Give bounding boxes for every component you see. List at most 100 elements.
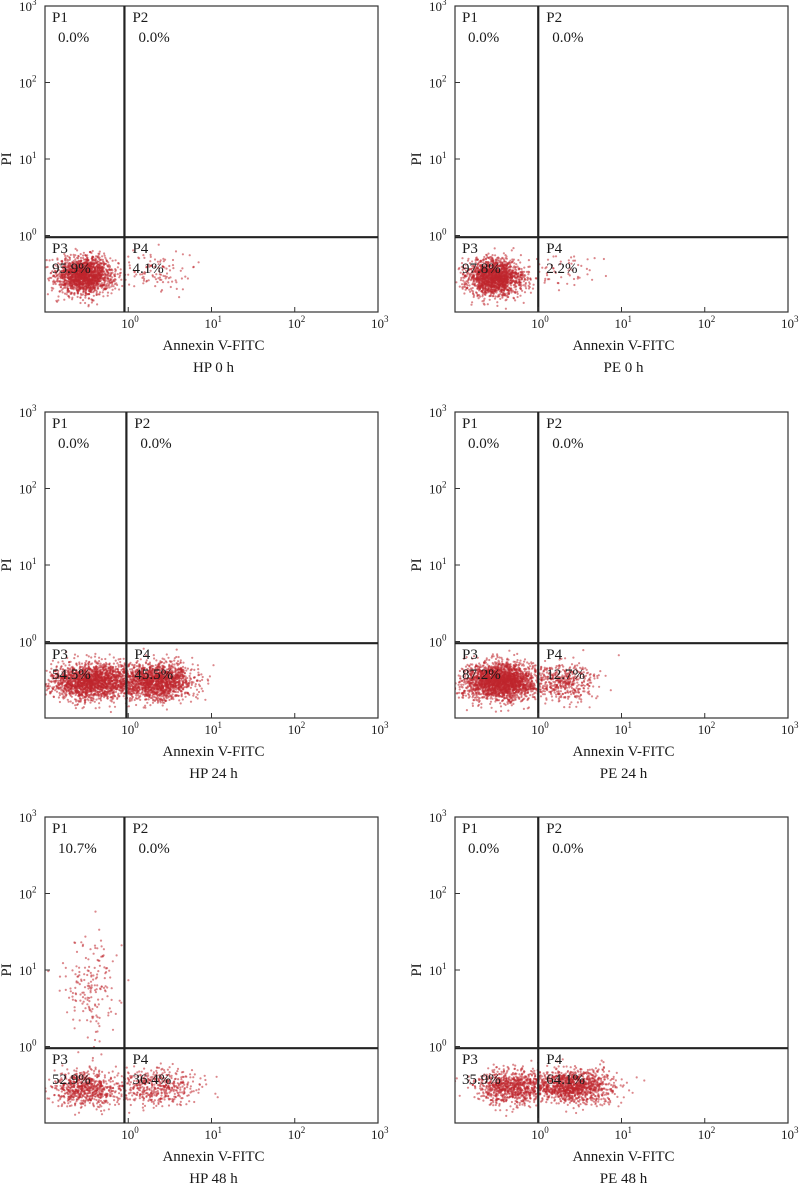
data-point xyxy=(523,270,526,273)
data-point xyxy=(543,279,547,282)
data-point xyxy=(54,276,57,279)
data-point xyxy=(97,691,100,694)
data-point xyxy=(485,291,488,294)
data-point xyxy=(65,293,68,296)
data-point xyxy=(60,289,63,292)
data-point xyxy=(509,265,512,268)
quadrant-name-p3: P3 xyxy=(52,241,68,257)
data-point xyxy=(64,259,67,262)
data-point xyxy=(494,295,497,298)
quadrant-name-p2: P2 xyxy=(132,10,148,26)
data-point xyxy=(505,276,508,279)
data-point xyxy=(71,283,74,286)
data-point xyxy=(197,261,200,264)
data-point xyxy=(79,256,83,259)
data-point xyxy=(475,280,478,284)
data-point xyxy=(514,280,518,283)
data-point xyxy=(495,267,498,270)
data-point xyxy=(497,256,500,259)
data-point xyxy=(529,277,532,281)
data-point xyxy=(532,283,535,286)
data-point xyxy=(505,288,508,291)
data-point xyxy=(503,267,506,270)
data-point xyxy=(567,269,570,272)
data-point xyxy=(52,287,55,290)
data-point xyxy=(149,260,152,263)
data-point xyxy=(69,264,73,267)
data-point xyxy=(461,257,464,260)
data-point xyxy=(64,282,67,286)
data-point xyxy=(102,283,106,286)
data-point xyxy=(71,296,74,299)
data-point xyxy=(464,274,467,278)
data-point xyxy=(142,275,145,278)
data-point xyxy=(87,662,90,666)
data-point xyxy=(544,277,547,280)
data-point xyxy=(84,282,87,285)
data-point xyxy=(482,277,485,280)
data-point xyxy=(482,278,485,282)
quadrant-percent-p3: 95.9% xyxy=(52,261,91,277)
data-point xyxy=(491,267,494,270)
data-point xyxy=(100,265,103,268)
data-point xyxy=(502,286,505,289)
data-point xyxy=(499,276,502,279)
data-point xyxy=(529,291,533,294)
data-point xyxy=(528,282,531,285)
data-point xyxy=(458,285,461,288)
data-point xyxy=(98,276,101,279)
data-point xyxy=(89,275,92,278)
data-point xyxy=(512,290,515,293)
data-point xyxy=(48,259,51,262)
data-point xyxy=(130,699,133,702)
data-point xyxy=(463,292,466,295)
data-point xyxy=(505,267,508,270)
data-point xyxy=(180,277,183,280)
data-point xyxy=(154,278,158,281)
data-point xyxy=(462,272,465,275)
data-point xyxy=(496,281,499,284)
data-point xyxy=(164,258,167,261)
data-point xyxy=(466,286,469,289)
data-point xyxy=(501,278,504,281)
data-point xyxy=(101,255,104,258)
data-point xyxy=(97,271,100,274)
data-point xyxy=(499,293,502,296)
data-point xyxy=(62,677,65,680)
x-tick-label: 101 xyxy=(205,314,223,331)
data-point xyxy=(477,297,480,300)
data-point xyxy=(93,287,96,290)
data-point xyxy=(90,257,93,260)
data-point xyxy=(85,254,88,257)
data-point xyxy=(147,263,150,266)
data-point xyxy=(461,286,464,289)
data-point xyxy=(504,254,507,257)
data-point xyxy=(79,264,82,268)
data-point xyxy=(133,285,136,288)
data-point xyxy=(74,693,77,697)
data-point xyxy=(66,282,69,285)
data-point xyxy=(48,276,51,279)
data-point xyxy=(476,276,479,279)
data-point xyxy=(77,257,80,260)
data-point xyxy=(69,284,72,288)
data-point xyxy=(83,698,86,702)
data-point xyxy=(535,277,538,280)
data-point xyxy=(99,279,102,282)
data-point xyxy=(89,290,92,293)
data-point xyxy=(481,284,484,287)
data-point xyxy=(521,289,524,292)
data-point xyxy=(77,265,80,268)
data-point xyxy=(478,287,481,291)
data-point xyxy=(83,287,87,290)
quadrant-percent-p2: 0.0% xyxy=(138,30,169,46)
data-point xyxy=(566,282,569,285)
data-point xyxy=(57,682,60,685)
flow-panel: 100 101 102 103100101102103P10.0%P20.0%P354… xyxy=(0,403,389,782)
data-point xyxy=(505,271,508,274)
data-point xyxy=(154,285,157,288)
data-point xyxy=(476,273,479,276)
data-point xyxy=(87,274,90,277)
data-point xyxy=(483,289,486,292)
